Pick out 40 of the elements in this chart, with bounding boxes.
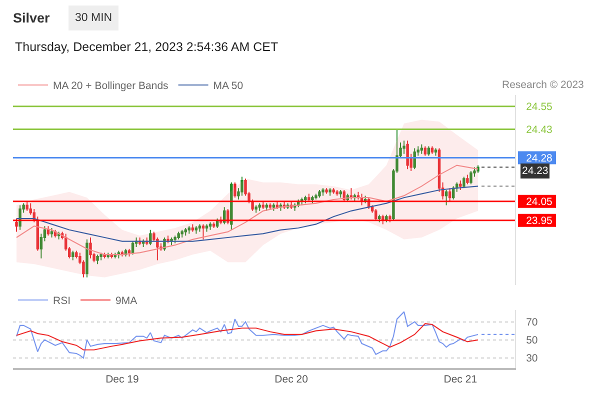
candlestick xyxy=(262,200,264,210)
y-tick-label: 23.95 xyxy=(526,215,553,228)
text: 30 MIN xyxy=(75,12,112,24)
candlestick xyxy=(332,188,335,194)
line-series xyxy=(16,164,479,256)
candlestick xyxy=(234,182,236,198)
candlestick xyxy=(336,190,338,196)
legend-label: MA 20 + Bollinger Bands xyxy=(53,80,168,92)
y-tick-label: 24.43 xyxy=(526,124,553,136)
candlestick xyxy=(374,208,378,221)
y-tick-label: 70 xyxy=(526,316,538,328)
candlestick xyxy=(325,188,328,194)
candlestick xyxy=(308,193,310,202)
candlestick xyxy=(15,218,18,232)
candlestick xyxy=(166,235,170,244)
annotation: 24.23 xyxy=(522,165,548,177)
x-tick-label: Dec 20 xyxy=(274,374,308,386)
line-series xyxy=(16,323,479,350)
candlestick xyxy=(103,252,106,259)
candlestick xyxy=(476,164,480,174)
candlestick xyxy=(89,237,92,259)
chart-subtitle: Thursday, December 21, 2023 2:54:36 AM CET xyxy=(15,40,278,54)
line-series xyxy=(16,311,479,359)
y-tick-label: 24.28 xyxy=(526,152,553,164)
y-tick-label: 50 xyxy=(526,334,538,347)
y-tick-label: 30 xyxy=(526,352,538,365)
chart-title: Silver xyxy=(13,10,51,26)
candlestick xyxy=(459,180,462,190)
candlestick xyxy=(466,174,469,185)
candlestick xyxy=(388,214,392,223)
legend-label: RSI xyxy=(53,295,71,308)
y-tick-label: 24.05 xyxy=(526,196,553,208)
legend-label: MA 50 xyxy=(213,80,244,92)
candlestick xyxy=(406,140,409,170)
x-tick-label: Dec 19 xyxy=(106,374,139,386)
text: Research © 2023 xyxy=(502,79,584,91)
x-tick-label: Dec 21 xyxy=(444,374,478,386)
legend-label: 9MA xyxy=(116,295,138,308)
candlestick xyxy=(26,200,28,212)
y-tick-label: 24.55 xyxy=(526,101,553,114)
